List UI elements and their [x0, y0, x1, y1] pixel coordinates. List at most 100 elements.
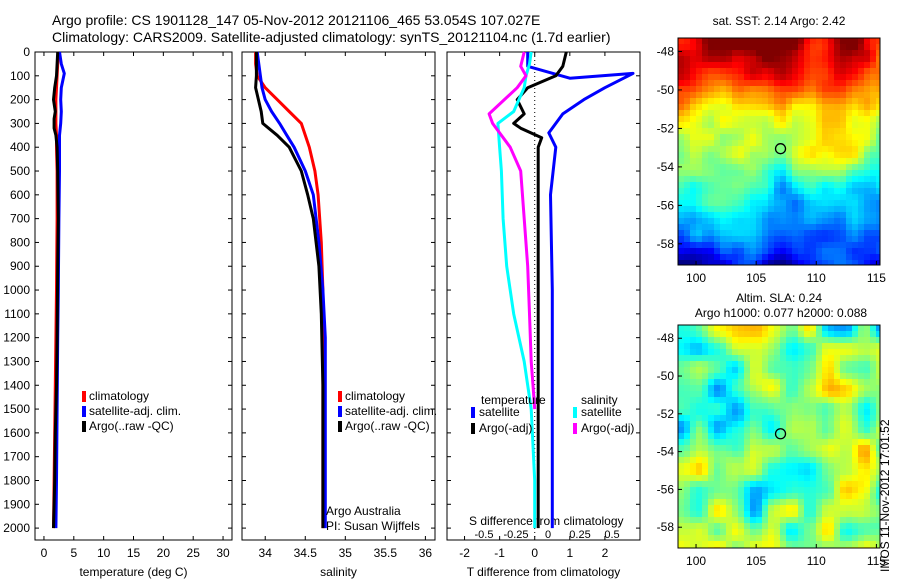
sst-map-cell	[864, 212, 870, 218]
sla-map-cell	[720, 511, 726, 517]
sla-map-cell	[834, 535, 840, 541]
sst-map-cell	[756, 74, 762, 80]
sst-map-cell	[870, 104, 876, 110]
sst-map-cell	[702, 254, 708, 260]
sst-map-cell	[750, 86, 756, 92]
sla-map-cell	[702, 445, 708, 451]
sst-map-cell	[756, 92, 762, 98]
sst-map-cell	[708, 68, 714, 74]
sst-map-cell	[750, 242, 756, 248]
sla-map-cell	[714, 409, 720, 415]
sla-map-cell	[732, 451, 738, 457]
sla-map-cell	[744, 325, 750, 331]
diff-legend-label: Argo(-adj)	[581, 421, 634, 435]
sla-map-cell	[738, 517, 744, 523]
sla-map-cell	[834, 439, 840, 445]
sst-map-cell	[678, 50, 684, 56]
sla-map-cell	[750, 409, 756, 415]
sla-map-cell	[678, 403, 684, 409]
sla-map-cell	[780, 487, 786, 493]
sla-map-cell	[708, 541, 714, 547]
sla-map-cell	[774, 451, 780, 457]
sst-map-cell	[780, 218, 786, 224]
sla-map-cell	[870, 433, 876, 439]
sla-map-cell	[846, 355, 852, 361]
sst-map-cell	[726, 206, 732, 212]
sst-map-cell	[678, 170, 684, 176]
sst-map-cell	[870, 152, 876, 158]
sst-map-cell	[696, 188, 702, 194]
sla-map-cell	[756, 337, 762, 343]
sst-map-cell	[852, 158, 858, 164]
sst-map-cell	[846, 44, 852, 50]
sst-map-cell	[822, 206, 828, 212]
sla-map-cell	[738, 367, 744, 373]
sla-map-cell	[750, 361, 756, 367]
sla-map-ytick-label: -52	[657, 407, 675, 421]
sst-map-cell	[714, 164, 720, 170]
sst-map-cell	[708, 122, 714, 128]
sst-map-cell	[852, 74, 858, 80]
sla-map-cell	[690, 331, 696, 337]
sst-map-cell	[810, 146, 816, 152]
sla-map-cell	[726, 523, 732, 529]
sla-map-cell	[744, 445, 750, 451]
sst-map-cell	[744, 176, 750, 182]
sla-map-cell	[684, 385, 690, 391]
sla-map-cell	[786, 541, 792, 547]
sst-map-cell	[690, 224, 696, 230]
sla-map-cell	[720, 493, 726, 499]
sst-map-cell	[870, 176, 876, 182]
sst-map-cell	[744, 128, 750, 134]
sst-map-cell	[864, 206, 870, 212]
sla-map-cell	[678, 421, 684, 427]
sst-map-cell	[720, 164, 726, 170]
sst-map-cell	[708, 74, 714, 80]
sst-map-cell	[714, 92, 720, 98]
sla-map-cell	[702, 415, 708, 421]
sla-map-cell	[810, 439, 816, 445]
sst-map-cell	[786, 56, 792, 62]
sla-map-cell	[774, 391, 780, 397]
sst-map-cell	[876, 92, 880, 98]
sst-map-cell	[816, 158, 822, 164]
sst-map-cell	[744, 164, 750, 170]
sla-map-cell	[846, 385, 852, 391]
sla-map-cell	[756, 403, 762, 409]
sla-map-cell	[738, 541, 744, 547]
sst-map-cell	[702, 110, 708, 116]
sst-map-cell	[852, 140, 858, 146]
depth-tick-label: 200	[10, 93, 30, 107]
sst-map-cell	[840, 260, 846, 265]
depth-tick-label: 2000	[3, 521, 30, 535]
sla-map-cell	[714, 445, 720, 451]
sst-map-cell	[696, 38, 702, 44]
sst-map-cell	[810, 236, 816, 242]
sst-map-cell	[828, 230, 834, 236]
sla-map-cell	[804, 361, 810, 367]
sst-map-cell	[684, 98, 690, 104]
sst-map-cell	[810, 254, 816, 260]
sst-map-cell	[858, 86, 864, 92]
sla-map-cell	[708, 325, 714, 331]
sst-map-cell	[768, 230, 774, 236]
sst-map-cell	[774, 98, 780, 104]
sla-map-cell	[678, 367, 684, 373]
sst-map-cell	[744, 146, 750, 152]
sla-map-cell	[876, 343, 880, 349]
sst-map-cell	[762, 164, 768, 170]
sst-map-cell	[702, 146, 708, 152]
sla-map-cell	[690, 523, 696, 529]
sst-map-cell	[834, 104, 840, 110]
sst-argo-position-marker	[774, 143, 787, 155]
sla-map-cell	[822, 475, 828, 481]
sst-map-cell	[858, 122, 864, 128]
sla-map-cell	[732, 529, 738, 535]
sla-map-cell	[690, 403, 696, 409]
sla-map-cell	[774, 331, 780, 337]
sla-map-cell	[738, 481, 744, 487]
sla-map-cell	[816, 421, 822, 427]
sst-map-cell	[846, 122, 852, 128]
sla-map-cell	[774, 469, 780, 475]
sst-map-cell	[804, 128, 810, 134]
